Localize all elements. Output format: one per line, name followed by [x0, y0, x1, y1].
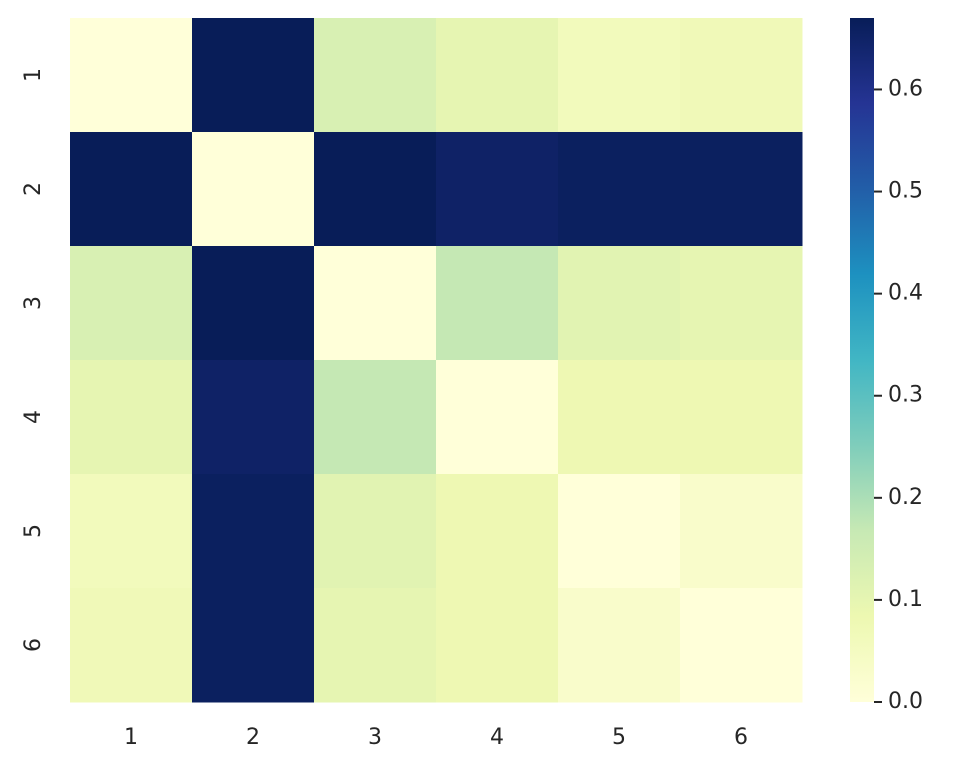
- heatmap-cell: [558, 18, 681, 133]
- heatmap-cell: [192, 132, 315, 247]
- heatmap-cell: [192, 588, 315, 703]
- colorbar-tick-label: 0.2: [888, 485, 923, 510]
- heatmap-cell: [436, 474, 559, 589]
- heatmap-cell: [558, 474, 681, 589]
- heatmap-cell: [192, 474, 315, 589]
- heatmap-cell: [558, 588, 681, 703]
- colorbar-tick-label: 0.0: [888, 689, 923, 714]
- heatmap-cell: [70, 474, 193, 589]
- x-tick-label: 3: [368, 725, 382, 750]
- heatmap-cell: [680, 18, 803, 133]
- heatmap-cell: [436, 246, 559, 361]
- colorbar-tick-label: 0.5: [888, 179, 923, 204]
- colorbar-tick-label: 0.6: [888, 76, 923, 101]
- heatmap-cell: [192, 18, 315, 133]
- heatmap-cell: [314, 474, 437, 589]
- heatmap-cell: [436, 360, 559, 475]
- heatmap-cell: [314, 360, 437, 475]
- heatmap-cell: [436, 18, 559, 133]
- y-tick-label: 4: [21, 410, 46, 424]
- heatmap-cell: [680, 360, 803, 475]
- colorbar-tick-label: 0.4: [888, 281, 923, 306]
- heatmap-cell: [558, 132, 681, 247]
- heatmap-cell: [680, 246, 803, 361]
- heatmap-cell: [70, 18, 193, 133]
- heatmap-cell: [680, 474, 803, 589]
- colorbar-tick-label: 0.3: [888, 383, 923, 408]
- heatmap-cell: [192, 360, 315, 475]
- heatmap-cell: [314, 588, 437, 703]
- heatmap-cell: [70, 360, 193, 475]
- x-tick-label: 4: [490, 725, 504, 750]
- colorbar: [850, 18, 874, 702]
- heatmap-cell: [314, 246, 437, 361]
- y-tick-label: 1: [21, 68, 46, 82]
- heatmap-cell: [314, 132, 437, 247]
- heatmap-cell: [314, 18, 437, 133]
- x-tick-label: 6: [734, 725, 748, 750]
- heatmap-cell: [558, 246, 681, 361]
- y-tick-label: 6: [21, 638, 46, 652]
- heatmap-cell: [436, 588, 559, 703]
- heatmap-cell: [192, 246, 315, 361]
- heatmap-cell: [680, 588, 803, 703]
- heatmap-cell: [680, 132, 803, 247]
- heatmap-cell: [70, 132, 193, 247]
- x-tick-label: 2: [246, 725, 260, 750]
- y-tick-label: 2: [21, 182, 46, 196]
- x-tick-label: 1: [124, 725, 138, 750]
- heatmap-cell: [70, 588, 193, 703]
- y-tick-label: 3: [21, 296, 46, 310]
- y-tick-label: 5: [21, 524, 46, 538]
- heatmap-cell: [558, 360, 681, 475]
- heatmap-cell: [70, 246, 193, 361]
- x-tick-label: 5: [612, 725, 626, 750]
- heatmap-cell: [436, 132, 559, 247]
- colorbar-tick-label: 0.1: [888, 587, 923, 612]
